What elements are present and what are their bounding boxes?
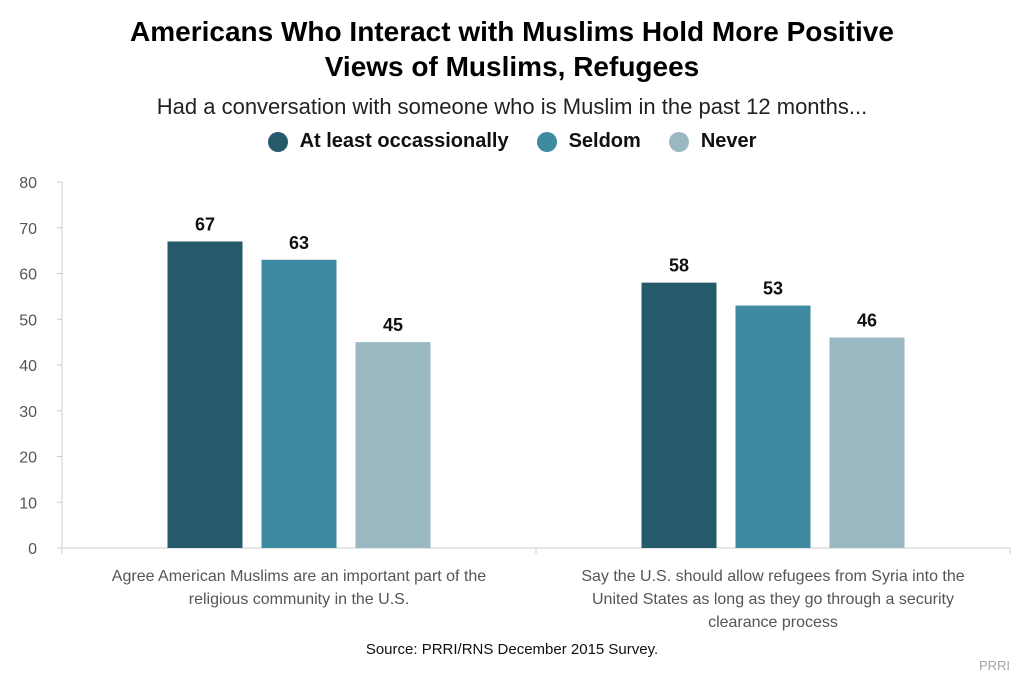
bar-value-label: 53 xyxy=(763,279,783,299)
y-tick-label: 80 xyxy=(19,175,37,192)
y-tick-label: 70 xyxy=(19,221,37,238)
y-tick-label: 10 xyxy=(19,495,37,512)
legend-swatch-never xyxy=(668,131,689,152)
bar xyxy=(261,259,337,548)
bar xyxy=(829,337,905,548)
legend-label-never: Never xyxy=(700,130,757,152)
bar xyxy=(735,305,811,548)
chart-title: Americans Who Interact with Muslims Hold… xyxy=(0,14,1024,84)
legend-item-at-least-occasionally: At least occassionally xyxy=(267,130,509,153)
x-category-label: clearance process xyxy=(708,614,838,631)
x-category-label: Say the U.S. should allow refugees from … xyxy=(581,568,964,585)
bar xyxy=(355,342,431,548)
legend-swatch-seldom xyxy=(536,131,557,152)
y-tick-label: 60 xyxy=(19,267,37,284)
chart-title-line-2: Views of Muslims, Refugees xyxy=(324,51,700,82)
y-tick-label: 50 xyxy=(19,312,37,329)
bar-value-label: 67 xyxy=(195,214,215,234)
legend-item-never: Never xyxy=(668,130,757,153)
legend-label-at-least-occasionally: At least occassionally xyxy=(299,130,509,152)
chart-subtitle: Had a conversation with someone who is M… xyxy=(156,94,868,119)
legend-label-seldom: Seldom xyxy=(568,130,641,152)
bar-value-label: 46 xyxy=(857,311,877,331)
y-tick-label: 40 xyxy=(19,358,37,375)
bar xyxy=(167,241,243,548)
y-tick-label: 20 xyxy=(19,450,37,467)
chart-title-line-1: Americans Who Interact with Muslims Hold… xyxy=(130,16,894,47)
y-tick-label: 0 xyxy=(28,541,37,558)
x-category-label: Agree American Muslims are an important … xyxy=(112,568,486,585)
y-tick-label: 30 xyxy=(19,404,37,421)
x-category-label: religious community in the U.S. xyxy=(189,591,410,608)
bar-value-label: 45 xyxy=(383,315,403,335)
legend-item-seldom: Seldom xyxy=(536,130,641,153)
x-category-label: United States as long as they go through… xyxy=(592,591,954,608)
bar-value-label: 63 xyxy=(289,233,309,253)
legend-swatch-at-least-occasionally xyxy=(267,131,288,152)
chart-legend: At least occassionally Seldom Never xyxy=(0,130,1024,153)
watermark: PRRI xyxy=(978,658,1010,673)
bar xyxy=(641,282,717,548)
source-note: Source: PRRI/RNS December 2015 Survey. xyxy=(365,641,659,658)
bar-value-label: 58 xyxy=(669,256,689,276)
